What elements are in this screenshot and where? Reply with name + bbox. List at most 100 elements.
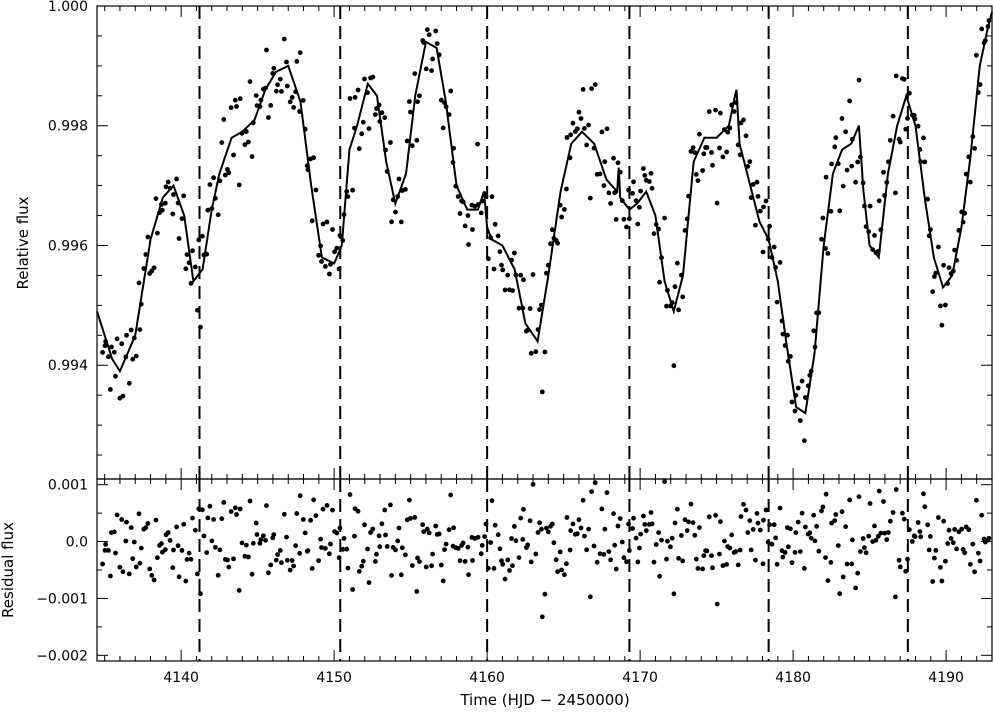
residual-point [847, 497, 852, 503]
residual-point [881, 499, 886, 504]
residual-point [153, 517, 159, 523]
residual-point [819, 508, 824, 514]
flux-point [630, 191, 635, 196]
residual-point [234, 512, 239, 517]
flux-point [332, 249, 337, 255]
flux-point [819, 236, 824, 242]
residual-point [176, 574, 182, 580]
residual-point [336, 555, 342, 561]
residual-point [578, 525, 584, 531]
residual-point [886, 530, 891, 535]
residual-point [793, 530, 799, 535]
x-tick-label: 4150 [316, 670, 352, 686]
flux-point [853, 179, 858, 185]
residual-point [247, 498, 253, 504]
top-y-axis-title: Relative flux [14, 196, 32, 289]
flux-point [718, 110, 723, 116]
residual-point [659, 537, 664, 543]
flux-point [901, 76, 907, 82]
residual-point [145, 521, 151, 526]
residual-point [727, 545, 733, 551]
top-data-points [100, 18, 992, 444]
flux-point [163, 184, 169, 190]
residual-point [430, 551, 435, 557]
flux-point [462, 223, 468, 229]
residual-point [615, 523, 621, 529]
flux-point [680, 294, 686, 300]
residual-point [475, 534, 481, 540]
flux-point [692, 150, 698, 156]
flux-point [126, 380, 132, 386]
flux-point [190, 248, 195, 254]
residual-point [748, 547, 754, 553]
y-tick-label: 0.001 [48, 478, 88, 494]
flux-point [606, 190, 612, 196]
residual-point [858, 549, 863, 554]
flux-point [165, 179, 171, 185]
residual-point [737, 547, 743, 553]
residual-point [959, 526, 965, 532]
residual-point [424, 526, 430, 532]
flux-point [637, 204, 642, 210]
flux-point [279, 89, 284, 94]
residual-point [131, 539, 137, 545]
flux-point [160, 207, 165, 213]
flux-point [215, 212, 221, 218]
flux-point [601, 183, 607, 189]
residual-point [311, 497, 316, 503]
flux-point [102, 343, 108, 349]
residual-point [520, 537, 526, 542]
residual-point [253, 520, 259, 526]
residual-point [863, 550, 869, 556]
flux-point [287, 99, 293, 105]
residual-point [631, 515, 636, 521]
flux-point [777, 260, 783, 265]
residual-point [568, 528, 574, 533]
residual-point [621, 555, 627, 561]
flux-point [690, 145, 696, 151]
residual-point [217, 547, 223, 553]
residual-point [196, 506, 202, 512]
residual-point [592, 480, 598, 486]
residual-point [930, 579, 936, 584]
residual-point [309, 566, 315, 571]
flux-point [584, 142, 589, 148]
flux-point [221, 117, 227, 122]
residual-point [205, 515, 211, 521]
residual-point [939, 578, 945, 584]
flux-point [246, 139, 251, 145]
residual-point [557, 549, 563, 555]
residual-point [849, 561, 855, 567]
residual-point [287, 567, 293, 573]
flux-point [753, 222, 758, 228]
flux-point [763, 198, 769, 204]
residual-point [266, 570, 271, 576]
residual-point [613, 566, 619, 572]
flux-point [518, 272, 524, 278]
residual-point [977, 558, 983, 564]
bottom-ticks: 4140 4150 4160 4170 4180 4190 0.001 0.0 −0.001 −0… [36, 478, 993, 686]
residual-point [619, 539, 625, 545]
residual-point [769, 541, 775, 547]
residual-point [443, 541, 449, 547]
residual-point [174, 524, 180, 530]
residual-point [482, 534, 488, 539]
residual-point [825, 578, 831, 583]
residual-point [103, 542, 108, 547]
flux-point [455, 194, 461, 200]
residual-point [133, 564, 139, 570]
residual-point [882, 530, 887, 536]
residual-point [297, 550, 302, 556]
residual-point [171, 547, 176, 553]
residual-point [165, 530, 171, 535]
residual-point [843, 524, 848, 530]
residual-point [384, 544, 390, 549]
flux-point [478, 210, 484, 216]
flux-point [466, 242, 471, 247]
flux-point [578, 116, 584, 121]
residual-point [591, 543, 597, 549]
residual-point [539, 526, 544, 532]
flux-point [774, 299, 780, 305]
residual-point [155, 555, 160, 561]
residual-point [850, 537, 855, 543]
